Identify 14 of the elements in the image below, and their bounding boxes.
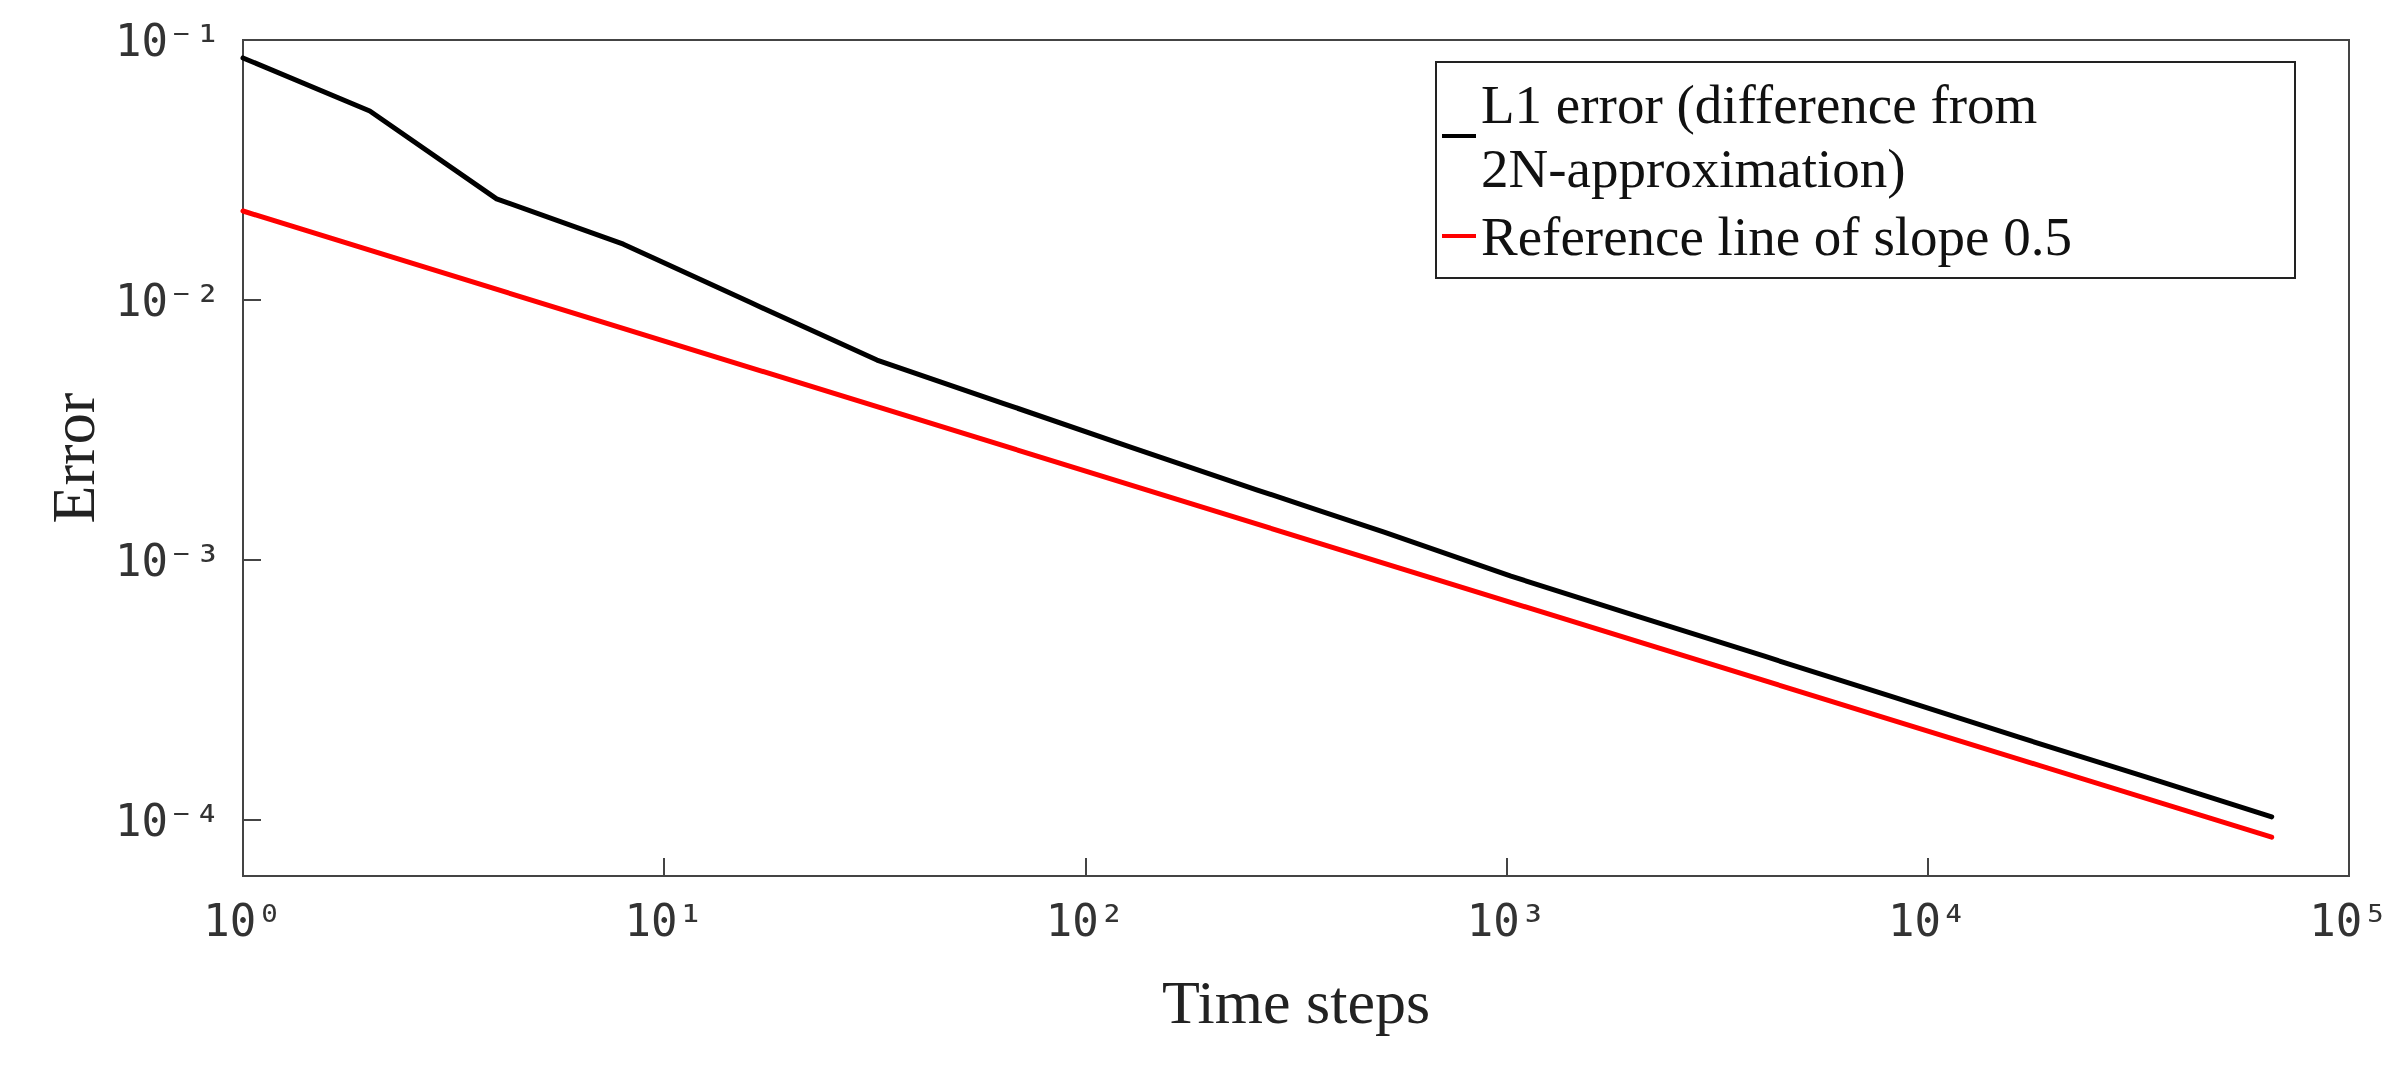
- x-tick-label: 10²: [1045, 894, 1126, 946]
- x-tick-label: 10¹: [624, 894, 704, 946]
- legend-label: L1 error (difference from 2N-approximation): [1481, 73, 2052, 199]
- legend-label: Reference line of slope 0.5: [1481, 205, 2073, 267]
- x-tick-label: 10⁰: [203, 894, 283, 946]
- y-axis-title: Error: [39, 392, 108, 524]
- x-tick-label: 10⁴: [1888, 894, 1968, 946]
- x-tick-label: 10⁵: [2309, 894, 2389, 946]
- x-axis-title: Time steps: [1161, 968, 1431, 1036]
- y-tick-label: 10⁻²: [115, 274, 221, 326]
- x-tick-label: 10³: [1466, 894, 1547, 946]
- y-tick-label: 10⁻¹: [115, 14, 221, 66]
- y-tick-label: 10⁻³: [115, 534, 221, 586]
- y-tick-label: 10⁻⁴: [115, 794, 221, 846]
